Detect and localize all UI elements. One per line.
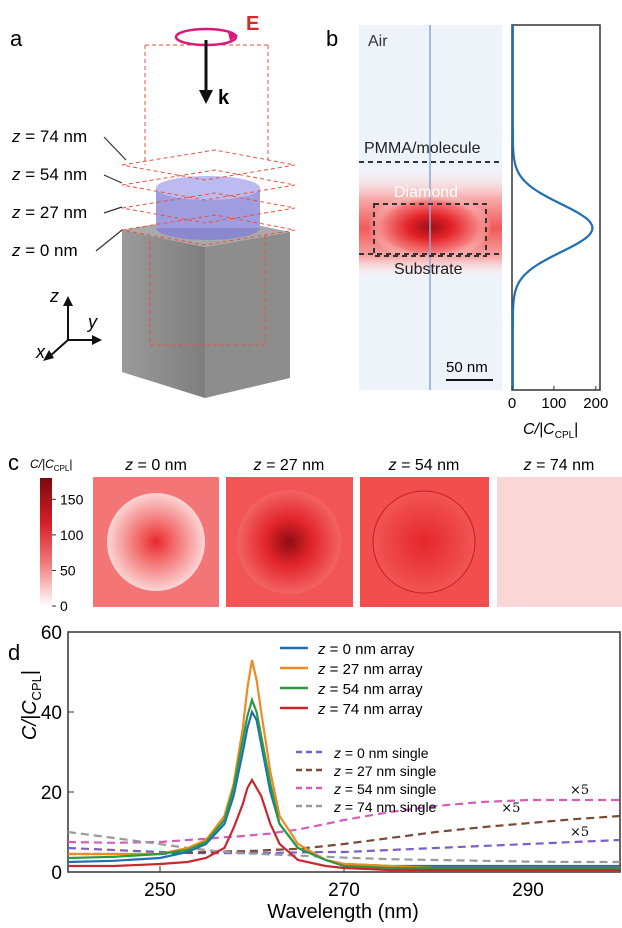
legend-label: z = 74 nm single [333,799,437,815]
profile-ticks: 0 100 200 [508,386,608,412]
legend-label: z = 27 nm array [317,661,423,678]
plane-label-0: z = 0 nm [11,241,78,260]
wavevector-label: k [218,87,230,109]
y-tick-label: 0 [51,863,62,884]
spectrum-chart: 250 270 290 0 20 40 60 [41,623,621,901]
map-z54-disc [372,490,476,594]
polarization-arrowhead [228,32,238,41]
disc-top [156,176,260,200]
region-substrate: Substrate [394,261,463,278]
plane-outlines [121,44,296,346]
map-z27-disc [237,490,341,594]
plane-label-27: z = 27 nm [11,203,87,222]
plane-labels: z = 74 nm z = 54 nm z = 27 nm z = 0 nm [11,127,87,260]
region-diamond: Diamond [394,184,458,201]
profile-frame [511,24,601,391]
series-line [67,830,620,864]
x-tick-label: 270 [328,880,360,901]
series-line [67,709,620,868]
scale-annotation: ×5 [501,801,520,816]
legend-label: z = 27 nm single [333,763,437,779]
colorbar-tick-label: 100 [60,527,84,543]
legend-label: z = 74 nm array [317,701,423,718]
cube-left-face [122,230,205,398]
scale-annotation: ×5 [570,783,589,798]
legend-label: z = 0 nm array [317,641,415,658]
y-tick-label: 20 [41,783,62,804]
cube-right-face [205,232,290,398]
region-air: Air [368,33,388,50]
map-title: z = 74 nm [523,457,595,474]
map-z74 [497,477,622,607]
legend-label: z = 0 nm single [333,745,429,761]
map-title: z = 27 nm [253,457,325,474]
profile-tick-label: 100 [541,395,566,412]
axis-y-label: y [86,312,98,332]
field-label: E [246,13,259,35]
diamond-outline [373,203,487,257]
panel-label-c: c [8,450,19,475]
panel-label-a: a [10,26,23,51]
scalebar-label: 50 nm [446,359,488,376]
map-title: z = 54 nm [388,457,460,474]
series-line [67,696,620,870]
series-line [68,814,621,856]
wavevector-arrowhead [199,90,213,104]
series-line [68,777,620,872]
chart-legend: z = 0 nm array z = 27 nm array z = 54 nm a… [280,641,437,815]
panel-d: d 250 270 290 0 20 40 60 C/|CCPL| Wavelength (… [8,623,621,923]
colorbar-title: C/|CCPL| [30,457,72,473]
legend-label: z = 54 nm array [317,681,423,698]
colorbar-tick-label: 50 [60,562,76,578]
scale-annotations: ×5 ×5 ×5 [501,783,589,840]
colorbar-tick-label: 0 [60,598,68,614]
series-line [67,798,620,844]
profile-tick-label: 200 [583,395,608,412]
plane-label-74: z = 74 nm [11,127,87,146]
axis-z-label: z [49,286,59,306]
y-tick-label: 60 [41,623,62,644]
chart-ylabel: C/|CCPL| [19,670,44,740]
scale-annotation: ×5 [570,825,589,840]
colorbar [40,478,52,606]
map-z0-disc [107,493,205,591]
profile-tick-label: 0 [508,395,516,412]
panel-label-b: b [326,26,338,51]
y-tick-label: 40 [41,703,62,724]
x-tick-label: 250 [144,880,176,901]
axis-triad [43,296,102,361]
map-titles: z = 0 nm z = 27 nm z = 54 nm z = 74 nm [124,457,594,474]
profile-axis-label: C/|CCPL| [523,421,578,441]
plane-label-54: z = 54 nm [11,165,87,184]
colorbar-tick-label: 150 [60,491,84,507]
x-tick-label: 290 [512,880,544,901]
panel-a: a E k z = 74 nm [10,13,296,398]
region-pmma: PMMA/molecule [364,140,481,157]
map-title: z = 0 nm [124,457,187,474]
profile-curve [511,25,594,389]
panel-label-d: d [8,640,20,665]
panel-b: b Air PMMA/molecule Diamond Substrate 50… [326,24,608,441]
colorbar-ticks: 150 100 50 0 [52,491,84,614]
plane-leaders [95,136,127,252]
axis-x-label: x [35,342,46,362]
legend-label: z = 54 nm single [333,781,437,797]
chart-xlabel: Wavelength (nm) [267,901,419,923]
